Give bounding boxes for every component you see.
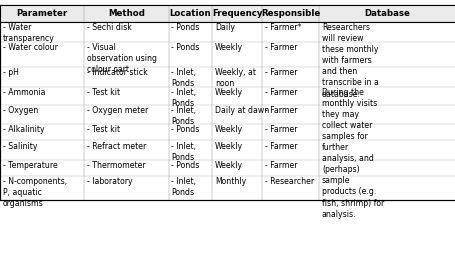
Text: - Visual
observation using
colour cart: - Visual observation using colour cart (87, 43, 157, 74)
Text: Responsible: Responsible (261, 9, 319, 18)
Text: - Ammonia: - Ammonia (3, 88, 45, 97)
Text: - Test kit: - Test kit (87, 88, 120, 97)
Text: Weekly: Weekly (214, 88, 243, 97)
Text: Weekly: Weekly (214, 142, 243, 151)
Text: During the
monthly visits
they may
collect water
samples for
further
analysis, a: During the monthly visits they may colle… (321, 88, 384, 219)
Text: - Farmer*: - Farmer* (264, 23, 301, 32)
Text: Daily: Daily (214, 23, 234, 32)
Text: - Farmer: - Farmer (264, 68, 297, 77)
Text: - Farmer: - Farmer (264, 125, 297, 135)
Text: - Ponds: - Ponds (171, 125, 199, 135)
Text: Frequency: Frequency (212, 9, 262, 18)
Text: - Oxygen meter: - Oxygen meter (87, 106, 148, 115)
Text: - Test kit: - Test kit (87, 125, 120, 135)
Text: - Farmer: - Farmer (264, 161, 297, 170)
Text: Weekly: Weekly (214, 43, 243, 52)
Text: - Alkalinity: - Alkalinity (3, 125, 44, 135)
Text: Parameter: Parameter (16, 9, 68, 18)
Text: Database: Database (364, 9, 410, 18)
Bar (0, 5, 455, 22)
Text: - Water
transparency: - Water transparency (3, 23, 55, 43)
Text: - laboratory: - laboratory (87, 177, 132, 186)
Text: - Thermometer: - Thermometer (87, 161, 146, 170)
Text: Daily at dawn: Daily at dawn (214, 106, 268, 115)
Text: Location: Location (169, 9, 211, 18)
Text: - Water colour: - Water colour (3, 43, 57, 52)
Text: - Salinity: - Salinity (3, 142, 37, 151)
Text: - pH: - pH (3, 68, 19, 77)
Text: - Farmer: - Farmer (264, 43, 297, 52)
Text: - Indicator stick: - Indicator stick (87, 68, 147, 77)
Text: - Inlet,
Ponds: - Inlet, Ponds (171, 68, 196, 88)
Text: - Temperature: - Temperature (3, 161, 57, 170)
Text: Method: Method (108, 9, 145, 18)
Text: Weekly: Weekly (214, 125, 243, 135)
Text: - Inlet,
Ponds: - Inlet, Ponds (171, 88, 196, 108)
Text: - N-components,
P, aquatic
organisms: - N-components, P, aquatic organisms (3, 177, 67, 208)
Text: Weekly: Weekly (214, 161, 243, 170)
Text: - Inlet,
Ponds: - Inlet, Ponds (171, 177, 196, 197)
Text: Weekly, at
noon: Weekly, at noon (214, 68, 255, 88)
Text: - Inlet,
Ponds: - Inlet, Ponds (171, 142, 196, 162)
Text: - Oxygen: - Oxygen (3, 106, 38, 115)
Text: - Farmer: - Farmer (264, 142, 297, 151)
Text: - Ponds: - Ponds (171, 23, 199, 32)
Text: - Farmer: - Farmer (264, 88, 297, 97)
Text: - Ponds: - Ponds (171, 161, 199, 170)
Text: - Inlet,
Ponds: - Inlet, Ponds (171, 106, 196, 126)
Text: - Refract meter: - Refract meter (87, 142, 146, 151)
Text: Monthly: Monthly (214, 177, 246, 186)
Text: Researchers
will review
these monthly
with farmers
and then
transcribe in a
data: Researchers will review these monthly wi… (321, 23, 378, 99)
Text: - Researcher: - Researcher (264, 177, 313, 186)
Text: - Sechi disk: - Sechi disk (87, 23, 131, 32)
Text: - Ponds: - Ponds (171, 43, 199, 52)
Text: - Farmer: - Farmer (264, 106, 297, 115)
Bar (0, 5, 455, 200)
